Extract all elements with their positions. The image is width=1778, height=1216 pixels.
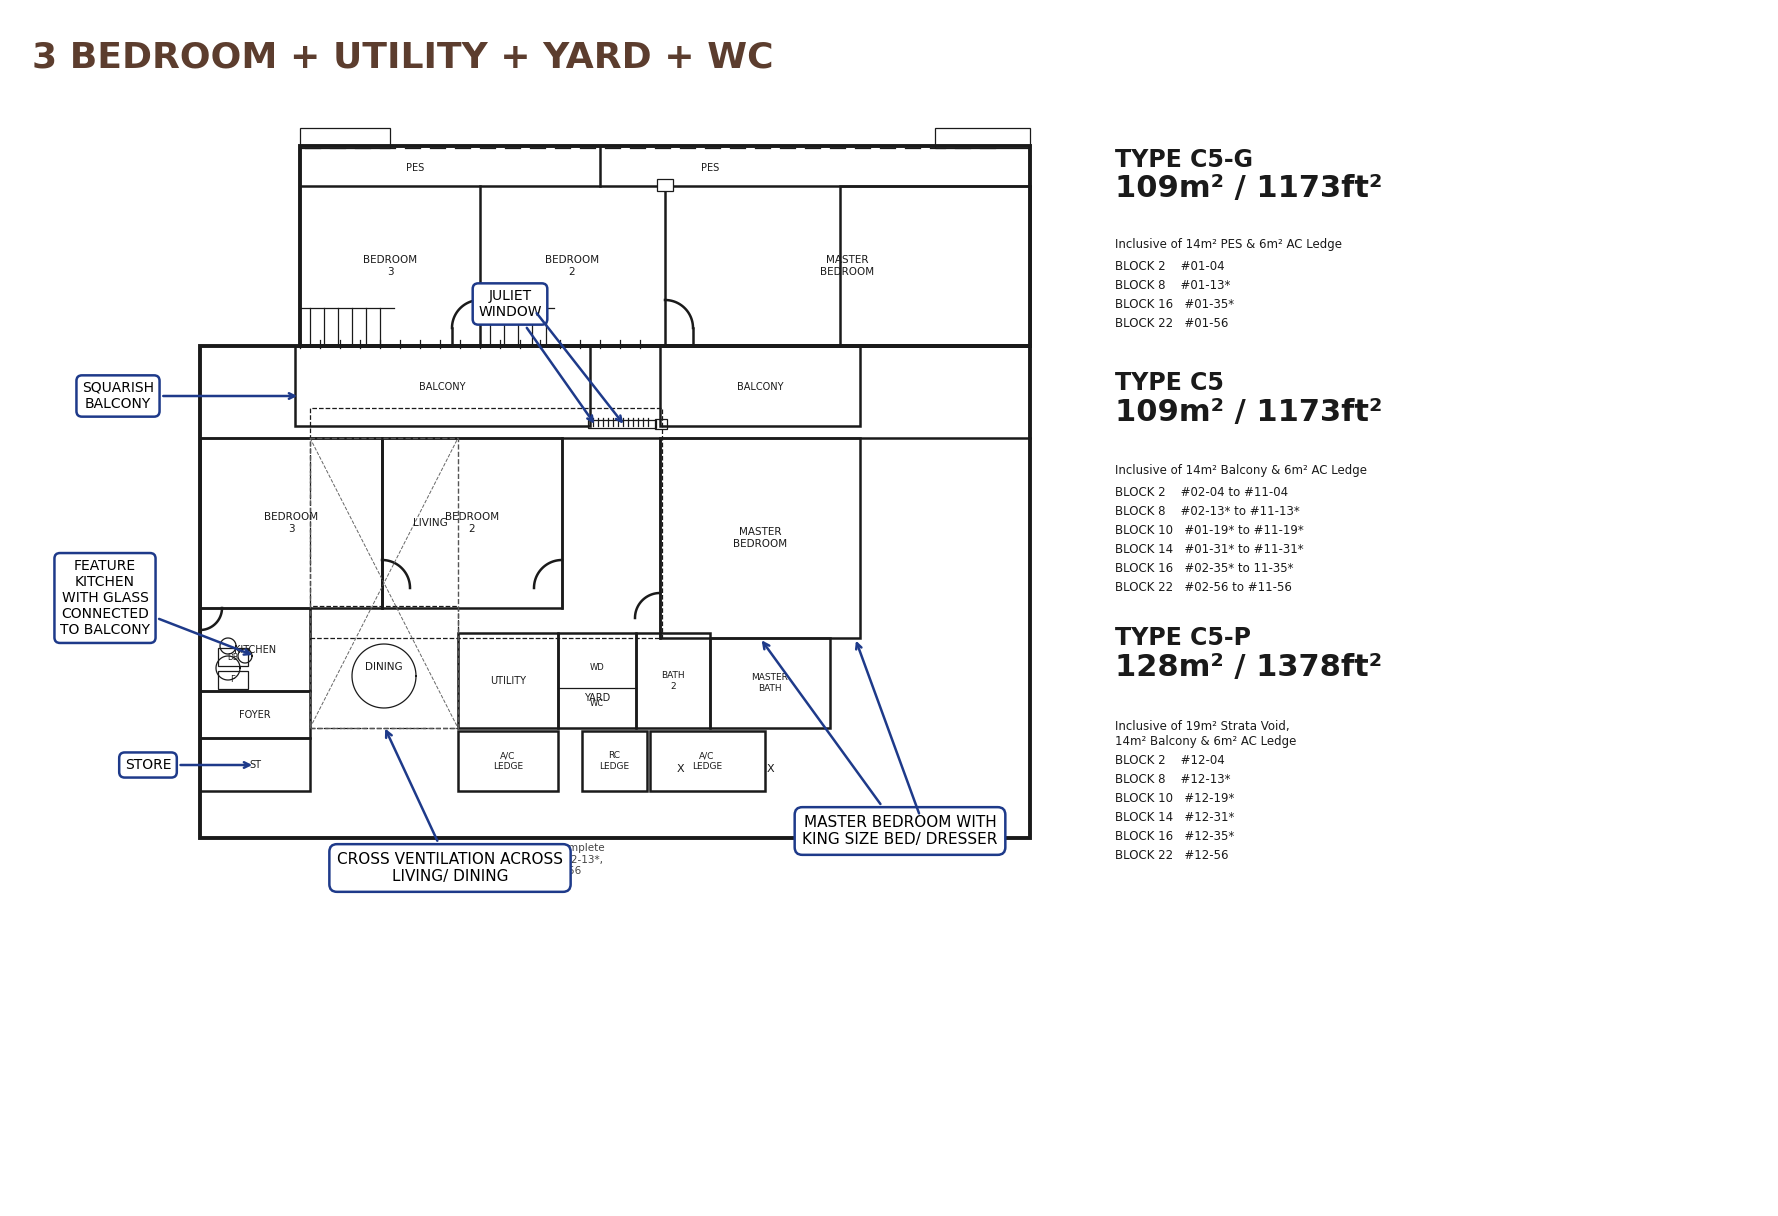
Bar bbox=[459, 731, 558, 790]
Bar bbox=[219, 648, 247, 666]
Text: BLOCK 22   #01-56: BLOCK 22 #01-56 bbox=[1115, 317, 1229, 330]
Text: 109m² / 1173ft²: 109m² / 1173ft² bbox=[1115, 174, 1382, 203]
Text: Inclusive of 14m² Balcony & 6m² AC Ledge: Inclusive of 14m² Balcony & 6m² AC Ledge bbox=[1115, 465, 1367, 477]
Bar bbox=[637, 634, 709, 728]
Bar bbox=[839, 186, 1029, 347]
Text: 3 BEDROOM + UTILITY + YARD + WC: 3 BEDROOM + UTILITY + YARD + WC bbox=[32, 41, 773, 75]
Bar bbox=[199, 608, 309, 691]
Bar bbox=[199, 438, 382, 608]
Bar bbox=[660, 438, 861, 638]
Text: ST: ST bbox=[249, 760, 261, 770]
Bar bbox=[199, 738, 309, 790]
Bar bbox=[651, 731, 765, 790]
Text: DB: DB bbox=[228, 653, 238, 662]
Text: BLOCK 8    #12-13*: BLOCK 8 #12-13* bbox=[1115, 773, 1230, 786]
Bar bbox=[654, 420, 667, 429]
Bar bbox=[295, 347, 590, 426]
Bar bbox=[935, 128, 1029, 148]
Text: PES: PES bbox=[405, 163, 425, 173]
Text: CROSS VENTILATION ACROSS
LIVING/ DINING: CROSS VENTILATION ACROSS LIVING/ DINING bbox=[338, 731, 564, 884]
Text: 109m² / 1173ft²: 109m² / 1173ft² bbox=[1115, 398, 1382, 427]
Text: FOYER: FOYER bbox=[240, 710, 270, 720]
Text: WC: WC bbox=[590, 699, 605, 709]
Text: BLOCK 22   #02-56 to #11-56: BLOCK 22 #02-56 to #11-56 bbox=[1115, 581, 1293, 593]
Text: LIVING: LIVING bbox=[412, 518, 448, 528]
Bar bbox=[199, 347, 1029, 838]
Text: MASTER
BEDROOM: MASTER BEDROOM bbox=[733, 528, 788, 548]
Text: BLOCK 16   #12-35*: BLOCK 16 #12-35* bbox=[1115, 831, 1234, 843]
Text: Inclusive of 14m² PES & 6m² AC Ledge: Inclusive of 14m² PES & 6m² AC Ledge bbox=[1115, 238, 1342, 250]
Text: DINING: DINING bbox=[364, 662, 404, 672]
Text: BLOCK 8    #02-13* to #11-13*: BLOCK 8 #02-13* to #11-13* bbox=[1115, 505, 1300, 518]
Text: BLOCK 16   #01-35*: BLOCK 16 #01-35* bbox=[1115, 298, 1234, 311]
Text: RC
LEDGE: RC LEDGE bbox=[599, 751, 629, 771]
Text: BLOCK 10   #01-19* to #11-19*: BLOCK 10 #01-19* to #11-19* bbox=[1115, 524, 1303, 537]
Text: PES: PES bbox=[701, 163, 718, 173]
Text: MASTER
BATH: MASTER BATH bbox=[752, 674, 788, 693]
Text: BLOCK 2    #12-04: BLOCK 2 #12-04 bbox=[1115, 754, 1225, 767]
Bar bbox=[300, 128, 389, 148]
Text: A/C
LEDGE: A/C LEDGE bbox=[493, 751, 523, 771]
Text: JULIET
WINDOW: JULIET WINDOW bbox=[478, 289, 592, 422]
Text: 128m² / 1378ft²: 128m² / 1378ft² bbox=[1115, 653, 1382, 682]
Text: BLOCK 16   #02-35* to 11-35*: BLOCK 16 #02-35* to 11-35* bbox=[1115, 562, 1294, 575]
Bar bbox=[589, 420, 656, 428]
Text: TYPE C5-G: TYPE C5-G bbox=[1115, 148, 1253, 171]
Text: X: X bbox=[676, 764, 685, 775]
Text: A/C
LEDGE: A/C LEDGE bbox=[692, 751, 722, 771]
Bar bbox=[219, 671, 247, 689]
Bar bbox=[382, 438, 562, 608]
Text: FEATURE
KITCHEN
WITH GLASS
CONNECTED
TO BALCONY: FEATURE KITCHEN WITH GLASS CONNECTED TO … bbox=[60, 558, 249, 654]
Text: BALCONY: BALCONY bbox=[736, 382, 784, 392]
Text: WD: WD bbox=[590, 664, 605, 672]
Text: BLOCK 2    #01-04: BLOCK 2 #01-04 bbox=[1115, 260, 1225, 274]
Text: TYPE C5-P: TYPE C5-P bbox=[1115, 626, 1252, 651]
Text: MASTER
BEDROOM: MASTER BEDROOM bbox=[820, 255, 875, 277]
Text: KITCHEN: KITCHEN bbox=[235, 644, 276, 655]
Bar bbox=[309, 409, 661, 638]
Text: X: X bbox=[766, 764, 773, 775]
Text: SQUARISH
BALCONY: SQUARISH BALCONY bbox=[82, 381, 295, 411]
Bar bbox=[558, 634, 637, 728]
Bar bbox=[309, 606, 459, 728]
Text: Inclusive of 19m² Strata Void,
14m² Balcony & 6m² AC Ledge: Inclusive of 19m² Strata Void, 14m² Balc… bbox=[1115, 720, 1296, 748]
Text: BEDROOM
2: BEDROOM 2 bbox=[544, 255, 599, 277]
Bar bbox=[581, 731, 647, 790]
Text: BEDROOM
3: BEDROOM 3 bbox=[263, 512, 318, 534]
Bar bbox=[459, 634, 558, 728]
Text: BEDROOM
2: BEDROOM 2 bbox=[444, 512, 500, 534]
Text: UTILITY: UTILITY bbox=[491, 676, 526, 686]
Text: BLOCK 22   #12-56: BLOCK 22 #12-56 bbox=[1115, 849, 1229, 862]
Text: BALCONY: BALCONY bbox=[420, 382, 466, 392]
Bar bbox=[660, 347, 861, 426]
Bar bbox=[658, 179, 674, 191]
Text: BLOCK 2    #02-04 to #11-04: BLOCK 2 #02-04 to #11-04 bbox=[1115, 486, 1287, 499]
Bar bbox=[709, 638, 830, 728]
Bar bbox=[300, 146, 1029, 347]
Bar bbox=[309, 438, 459, 728]
Text: MASTER BEDROOM WITH
KING SIZE BED/ DRESSER: MASTER BEDROOM WITH KING SIZE BED/ DRESS… bbox=[763, 642, 997, 848]
Text: BLOCK 14   #01-31* to #11-31*: BLOCK 14 #01-31* to #11-31* bbox=[1115, 544, 1303, 556]
Text: TYPE C5: TYPE C5 bbox=[1115, 371, 1223, 395]
Text: BATH
2: BATH 2 bbox=[661, 671, 685, 691]
Text: BLOCK 10   #12-19*: BLOCK 10 #12-19* bbox=[1115, 792, 1234, 805]
Text: STORE: STORE bbox=[124, 758, 249, 772]
Text: BEDROOM
3: BEDROOM 3 bbox=[363, 255, 418, 277]
Text: Dotted line denotes strata void complete
with bulkhead at units #12-04, #12-13*,: Dotted line denotes strata void complete… bbox=[389, 843, 605, 877]
Bar bbox=[199, 691, 309, 738]
Text: BLOCK 14   #12-31*: BLOCK 14 #12-31* bbox=[1115, 811, 1234, 824]
Text: YARD: YARD bbox=[583, 693, 610, 703]
Text: F: F bbox=[231, 676, 235, 685]
Text: BLOCK 8    #01-13*: BLOCK 8 #01-13* bbox=[1115, 278, 1230, 292]
